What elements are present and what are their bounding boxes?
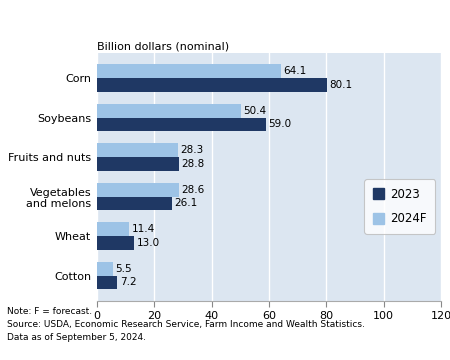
Text: 5.5: 5.5	[115, 264, 131, 274]
Text: 11.4: 11.4	[132, 224, 155, 234]
Bar	[97, 197, 171, 210]
Text: 28.6: 28.6	[181, 185, 204, 195]
Bar	[97, 143, 178, 157]
Text: 13.0: 13.0	[136, 238, 159, 248]
Text: 59.0: 59.0	[268, 120, 292, 129]
Bar	[97, 104, 241, 117]
Text: 50.4: 50.4	[243, 105, 267, 116]
Text: 64.1: 64.1	[283, 66, 306, 76]
Bar	[97, 78, 327, 92]
Text: 7.2: 7.2	[120, 278, 136, 287]
Bar	[97, 222, 130, 236]
Text: Billion dollars (nominal): Billion dollars (nominal)	[97, 41, 229, 51]
Bar	[97, 275, 117, 289]
Legend: 2023, 2024F: 2023, 2024F	[364, 179, 435, 234]
Text: 28.8: 28.8	[182, 159, 205, 169]
Bar	[97, 157, 180, 171]
Text: 28.3: 28.3	[180, 145, 203, 155]
Text: U.S. cash receipts for selected crops, 2023–24F: U.S. cash receipts for selected crops, 2…	[7, 10, 378, 23]
Bar	[97, 117, 266, 131]
Bar	[97, 236, 134, 250]
Text: Note: F = forecast.
Source: USDA, Economic Research Service, Farm Income and Wea: Note: F = forecast. Source: USDA, Econom…	[7, 307, 364, 342]
Bar	[97, 64, 281, 78]
Bar	[97, 262, 112, 275]
Text: 80.1: 80.1	[329, 80, 352, 90]
Bar	[97, 183, 179, 197]
Text: 26.1: 26.1	[174, 198, 197, 208]
